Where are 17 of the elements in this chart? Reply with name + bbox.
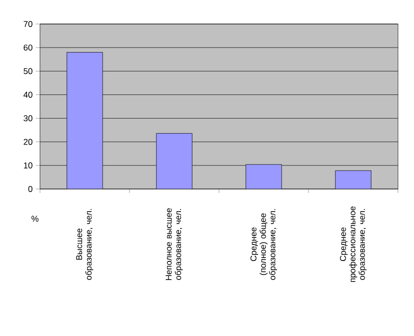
- x-tick-label: Неполное высшее образование, чел.: [166, 208, 183, 280]
- y-tick-label: 20: [24, 138, 32, 145]
- bar: [66, 52, 103, 189]
- y-tick-label: 60: [24, 44, 32, 51]
- y-axis-title: %: [32, 216, 38, 222]
- x-tick-label: Высшее образование, чел.: [76, 209, 94, 280]
- y-tick-label: 40: [23, 92, 32, 98]
- bar: [335, 170, 372, 189]
- y-tick-label: 70: [24, 21, 32, 27]
- y-tick-label: 10: [24, 162, 32, 168]
- y-tick-label: 0: [28, 186, 32, 192]
- x-tick-label: Среднее (полное) общее образование, чел.: [250, 209, 278, 280]
- y-tick-label: 30: [24, 115, 32, 122]
- x-tick-label: Среднее профессиональное образование, чел.: [340, 206, 367, 282]
- y-tick-label: 50: [24, 68, 32, 74]
- bar: [156, 133, 192, 189]
- bar: [246, 164, 282, 189]
